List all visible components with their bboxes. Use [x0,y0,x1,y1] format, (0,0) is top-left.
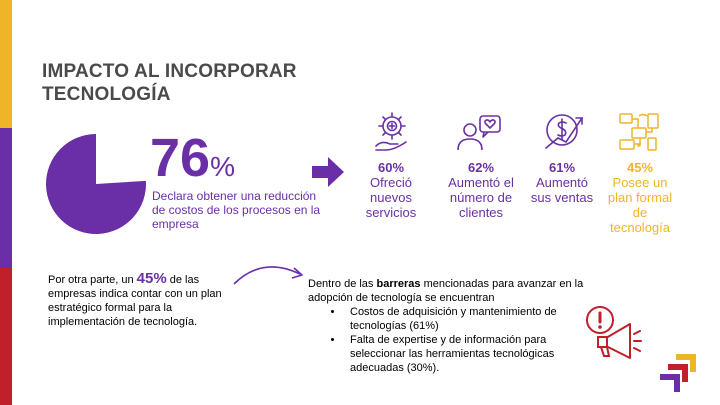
main-stat-number: 76 [150,128,211,188]
tech-devices-icon [619,113,659,151]
side-stripe-red [0,268,12,405]
main-stat-description: Declara obtener una reducción de costos … [152,189,321,231]
plan-highlight: 45% [136,270,167,287]
stat-new-services: 60% Ofreció nuevos servicios [358,160,424,220]
alert-megaphone-icon [586,306,642,359]
barrier-item: Costos de adquisición y mantenimiento de… [344,305,584,333]
barriers-list: Costos de adquisición y mantenimiento de… [308,305,584,375]
stat-label: Posee un plan formal de tecnología [607,175,673,235]
barriers-intro-before: Dentro de las [308,278,377,290]
stat-label: Ofreció nuevos servicios [365,175,417,220]
barriers-intro: Dentro de las barreras mencionadas para … [308,277,623,305]
stat-value: 61% [548,160,576,175]
plan-text-before: Por otra parte, un [48,274,137,286]
barriers-intro-bold: barreras [376,278,421,290]
stat-tech-plan: 45% Posee un plan formal de tecnología [604,160,676,235]
stat-label: Aumentó sus ventas [530,175,594,205]
plan-paragraph: Por otra parte, un 45% de las empresas i… [48,270,248,329]
gear-plus-icon [375,112,407,151]
side-stripe-yellow [0,0,12,128]
stat-label: Aumentó el número de clientes [448,175,514,220]
barriers-block: Dentro de las barreras mencionadas para … [308,277,623,375]
stat-more-clients: 62% Aumentó el número de clientes [442,160,520,220]
pie-slice-reduction [45,134,146,234]
main-stat-unit: % [210,151,235,182]
user-heart-icon [457,115,501,151]
reduction-pie-chart [45,134,146,234]
stat-value: 62% [467,160,495,175]
money-growth-icon [545,114,583,149]
brand-chevrons-logo [660,354,696,392]
stat-more-sales: 61% Aumentó sus ventas [530,160,594,205]
plan-text-after: de las empresas indica contar con un pla… [48,274,222,328]
curved-arrow-icon [233,266,303,285]
slide-title: IMPACTO AL INCORPORAR TECNOLOGÍA [42,61,297,105]
main-stat-value: 76% [150,128,235,202]
right-arrow-icon [312,157,344,187]
barrier-item: Falta de expertise y de información para… [344,333,584,375]
stat-value: 45% [626,160,654,175]
barriers-intro-after: mencionadas para avanzar en la adopción … [308,278,584,304]
stat-value: 60% [377,160,405,175]
side-stripe-purple [0,128,12,268]
